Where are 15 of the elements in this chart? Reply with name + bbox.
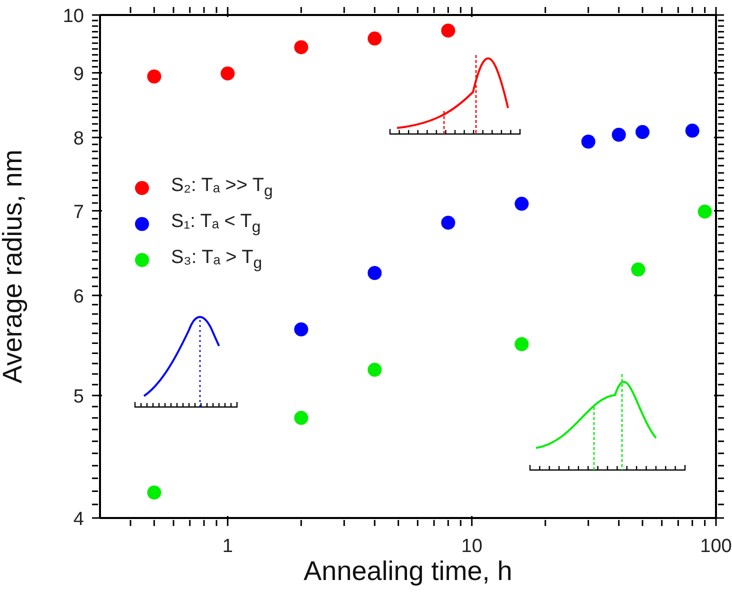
y-tick-label: 10 (62, 6, 84, 27)
legend-label: S₁: Tₐ < T$_{g}$ (171, 211, 261, 237)
y-tick-label: 8 (73, 128, 84, 150)
y-tick-label: 9 (73, 64, 84, 85)
legend-label: S₃: Tₐ > T$_{g}$ (171, 247, 262, 273)
legend-label: S₂: Tₐ >> T$_{g}$ (171, 175, 273, 201)
x-tick-label: 1 (222, 536, 233, 557)
y-tick-label: 7 (73, 202, 84, 223)
x-axis-title: Annealing time, h (304, 556, 512, 586)
y-axis-title: Average radius, nm (0, 150, 28, 384)
x-tick-label: 10 (461, 536, 482, 557)
y-tick-label: 5 (73, 386, 84, 408)
y-tick-label: 4 (73, 509, 84, 530)
x-tick-label: 100 (700, 536, 732, 557)
y-tick-label: 6 (73, 286, 84, 308)
